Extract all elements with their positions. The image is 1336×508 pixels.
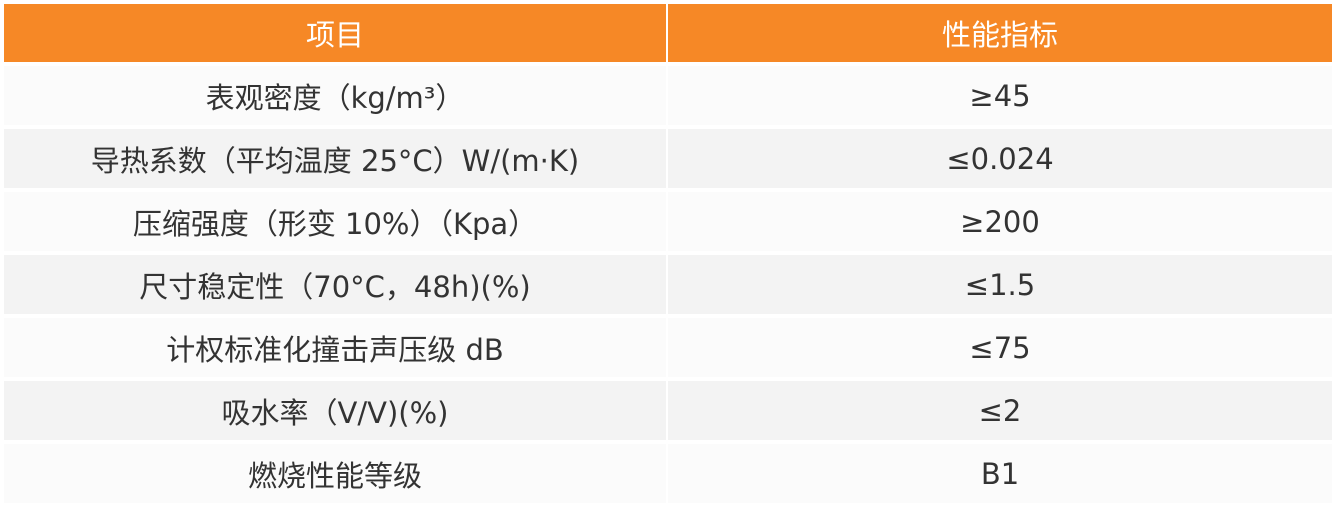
table-row: 吸水率（V/V)(%) ≤2 <box>4 381 1332 440</box>
item-cell: 导热系数（平均温度 25°C）W/(m·K) <box>4 129 666 188</box>
value-cell: ≥200 <box>668 192 1332 251</box>
item-cell: 表观密度（kg/m³） <box>4 66 666 125</box>
table-row: 压缩强度（形变 10%）（Kpa） ≥200 <box>4 192 1332 251</box>
value-cell: ≤2 <box>668 381 1332 440</box>
table-header-row: 项目 性能指标 <box>4 4 1332 62</box>
value-cell: ≤75 <box>668 318 1332 377</box>
value-cell: ≤1.5 <box>668 255 1332 314</box>
header-performance: 性能指标 <box>668 4 1332 62</box>
table-row: 表观密度（kg/m³） ≥45 <box>4 66 1332 125</box>
table-row: 燃烧性能等级 B1 <box>4 444 1332 503</box>
item-cell: 吸水率（V/V)(%) <box>4 381 666 440</box>
header-item: 项目 <box>4 4 666 62</box>
value-cell: ≤0.024 <box>668 129 1332 188</box>
item-cell: 尺寸稳定性（70°C，48h)(%) <box>4 255 666 314</box>
item-cell: 计权标准化撞击声压级 dB <box>4 318 666 377</box>
table-row: 导热系数（平均温度 25°C）W/(m·K) ≤0.024 <box>4 129 1332 188</box>
table-row: 尺寸稳定性（70°C，48h)(%) ≤1.5 <box>4 255 1332 314</box>
value-cell: B1 <box>668 444 1332 503</box>
value-cell: ≥45 <box>668 66 1332 125</box>
item-cell: 压缩强度（形变 10%）（Kpa） <box>4 192 666 251</box>
table-row: 计权标准化撞击声压级 dB ≤75 <box>4 318 1332 377</box>
item-cell: 燃烧性能等级 <box>4 444 666 503</box>
